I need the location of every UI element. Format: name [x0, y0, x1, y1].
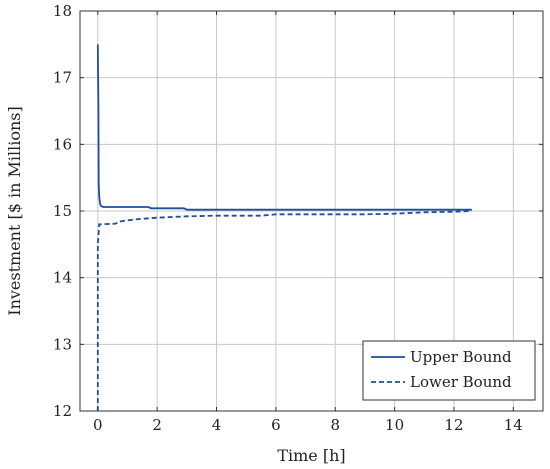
y-tick-label: 18	[53, 2, 72, 20]
y-tick-label: 16	[53, 135, 72, 153]
x-tick-label: 4	[212, 416, 222, 434]
legend-label: Lower Bound	[410, 373, 512, 391]
y-tick-label: 15	[53, 202, 72, 220]
series-line-lower-bound	[96, 210, 472, 411]
y-tick-label: 14	[53, 269, 72, 287]
x-tick-label: 12	[444, 416, 463, 434]
x-tick-label: 10	[385, 416, 404, 434]
x-tick-label: 0	[93, 416, 103, 434]
series-group	[96, 44, 472, 411]
tick-group: 0 2 4 6 8 10 12 14 12 13 14 15 16 17 18	[53, 2, 543, 434]
legend-box	[362, 340, 536, 401]
x-axis-label: Time [h]	[277, 446, 345, 465]
x-tick-label: 6	[271, 416, 281, 434]
x-tick-label: 8	[330, 416, 340, 434]
y-tick-label: 13	[53, 335, 72, 353]
y-tick-label: 17	[53, 69, 72, 87]
series-line-upper-bound	[96, 44, 472, 211]
y-tick-label: 12	[53, 402, 72, 420]
x-tick-label: 2	[152, 416, 162, 434]
grid	[80, 10, 543, 412]
y-axis-label: Investment [$ in Millions]	[5, 106, 24, 316]
x-tick-label: 14	[504, 416, 523, 434]
legend-label: Upper Bound	[410, 348, 512, 366]
legend: Upper Bound Lower Bound	[362, 340, 536, 401]
